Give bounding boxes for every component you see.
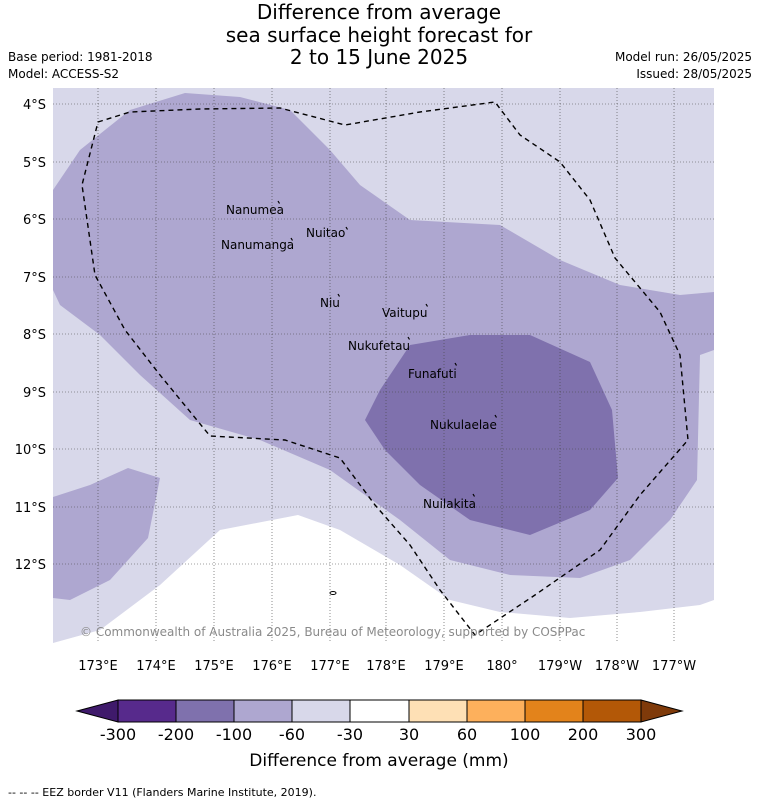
- island-marker: [407, 336, 411, 340]
- colorbar-tick-label: -200: [157, 725, 195, 744]
- colorbar-tick-label: 100: [509, 725, 541, 744]
- lat-label: 4°S: [23, 98, 46, 113]
- island-marker: [454, 362, 458, 366]
- eez-legend-text: -- -- -- EEZ border V11 (Flanders Marine…: [8, 786, 317, 799]
- island-marker: [494, 414, 498, 418]
- colorbar-tick-label: -30: [336, 725, 364, 744]
- island-marker: [337, 293, 341, 297]
- colorbar-tick-label: 300: [625, 725, 657, 744]
- lon-label: 175°E: [194, 659, 234, 674]
- island-marker: [329, 591, 337, 595]
- colorbar-arrow-low: [75, 699, 119, 723]
- colorbar-segment: [582, 699, 642, 723]
- place-labels: Nanumea Nuitao Nanumanga Niu Vaitupu Nukufeta…: [221, 200, 498, 511]
- title-line-3: 2 to 15 June 2025: [289, 45, 469, 69]
- base-period-text: Base period: 1981-2018: [8, 50, 153, 64]
- lat-label: 6°S: [23, 213, 46, 228]
- colorbar-arrow-high: [640, 699, 684, 723]
- colorbar-tick-label: -100: [215, 725, 253, 744]
- issued-text: Issued: 28/05/2025: [636, 67, 752, 81]
- colorbar-segment: [349, 699, 410, 723]
- place-label: Nanumea: [226, 203, 284, 217]
- lon-label: 178°W: [595, 659, 639, 674]
- lat-label: 5°S: [23, 156, 46, 171]
- lon-label: 179°W: [538, 659, 582, 674]
- colorbar-segment: [233, 699, 293, 723]
- place-label: Nuilakita: [423, 497, 476, 511]
- map-gridlines: [53, 88, 714, 643]
- lon-label: 179°E: [424, 659, 464, 674]
- island-marker: [290, 237, 294, 241]
- island-marker: [425, 303, 429, 307]
- island-marker: [277, 200, 281, 204]
- latitude-labels: 4°S 5°S 6°S 7°S 8°S 9°S 10°S 11°S 12°S: [15, 98, 46, 573]
- lat-label: 10°S: [15, 443, 46, 458]
- title-line-2: sea surface height forecast for: [225, 23, 533, 47]
- colorbar-title: Difference from average (mm): [249, 751, 509, 771]
- lon-label: 177°W: [652, 659, 696, 674]
- place-label: Nukulaelae: [430, 418, 497, 432]
- lon-label: 176°E: [252, 659, 292, 674]
- colorbar-segment: [117, 699, 177, 723]
- place-label: Nuitao: [306, 226, 345, 240]
- eez-border: [81, 101, 689, 636]
- lat-label: 11°S: [15, 501, 46, 516]
- island-marker: [345, 226, 349, 230]
- copyright-text: © Commonwealth of Australia 2025, Bureau…: [80, 625, 585, 639]
- lat-label: 7°S: [23, 271, 46, 286]
- longitude-labels: 173°E 174°E 175°E 176°E 177°E 178°E 179°E 180° 1…: [78, 659, 696, 674]
- lon-label: 180°: [486, 659, 517, 674]
- model-run-text: Model run: 26/05/2025: [614, 50, 752, 64]
- island-marker: [472, 493, 476, 497]
- colorbar: [75, 699, 684, 723]
- colorbar-segment: [408, 699, 468, 723]
- colorbar-segment: [175, 699, 235, 723]
- place-label: Niu: [320, 296, 340, 310]
- anomaly-region-dark: [365, 335, 618, 535]
- place-label: Nukufetau: [348, 339, 410, 353]
- anomaly-region-medium-sw: [53, 468, 160, 600]
- colorbar-segment: [291, 699, 351, 723]
- colorbar-tick-label: -300: [99, 725, 137, 744]
- lat-label: 9°S: [23, 386, 46, 401]
- lon-label: 173°E: [78, 659, 118, 674]
- lon-label: 177°E: [310, 659, 350, 674]
- model-text: Model: ACCESS-S2: [8, 67, 120, 81]
- lat-label: 8°S: [23, 328, 46, 343]
- lon-label: 178°E: [366, 659, 406, 674]
- colorbar-segment: [466, 699, 526, 723]
- place-label: Funafuti: [408, 367, 457, 381]
- place-label: Vaitupu: [382, 306, 428, 320]
- colorbar-tick-label: 30: [398, 725, 420, 744]
- colorbar-segment: [524, 699, 584, 723]
- place-label: Nanumanga: [221, 238, 294, 252]
- colorbar-tick-label: 200: [567, 725, 599, 744]
- lat-label: 12°S: [15, 558, 46, 573]
- title-line-1: Difference from average: [256, 0, 502, 24]
- lon-label: 174°E: [136, 659, 176, 674]
- colorbar-tick-label: 60: [456, 725, 478, 744]
- colorbar-tick-label: -60: [278, 725, 306, 744]
